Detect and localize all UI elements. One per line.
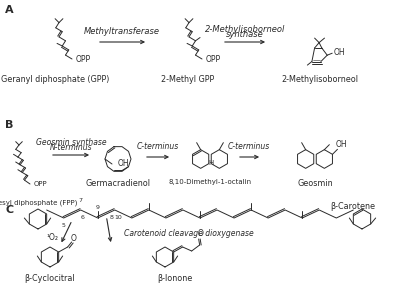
Text: B: B [5,120,13,130]
Text: Geranyl diphosphate (GPP): Geranyl diphosphate (GPP) [1,75,109,84]
Text: H: H [208,160,214,166]
Text: ¹O₂: ¹O₂ [46,232,58,241]
Text: 2-Methyl GPP: 2-Methyl GPP [161,75,215,84]
Text: 9: 9 [96,205,100,210]
Text: OH: OH [335,140,347,149]
Text: Carotenoid cleavage dioxygenase: Carotenoid cleavage dioxygenase [124,228,254,238]
Text: synthase: synthase [226,30,264,39]
Text: 7: 7 [79,198,83,203]
Text: 10: 10 [114,215,122,220]
Text: OPP: OPP [206,55,221,63]
Text: C-terminus: C-terminus [228,142,270,151]
Text: A: A [5,5,14,15]
Text: OPP: OPP [76,55,91,63]
Text: β-Cyclocitral: β-Cyclocitral [25,274,75,283]
Text: N-terminus: N-terminus [50,143,92,152]
Text: 2-Methylisoborneol: 2-Methylisoborneol [282,75,358,84]
Text: OH: OH [118,160,130,168]
Text: Methyltransferase: Methyltransferase [84,27,160,36]
Text: OPP: OPP [34,181,48,187]
Text: 8,10-Dimethyl-1-octalin: 8,10-Dimethyl-1-octalin [168,179,252,185]
Text: β-Ionone: β-Ionone [157,274,193,283]
Text: 5: 5 [62,223,66,228]
Text: O: O [71,234,76,243]
Text: 2-Methylisoborneol: 2-Methylisoborneol [205,25,285,34]
Text: OH: OH [333,48,345,57]
Text: 6: 6 [81,215,85,220]
Text: β-Carotene: β-Carotene [330,202,375,211]
Text: Geosmin synthase: Geosmin synthase [36,138,106,147]
Text: Germacradienol: Germacradienol [86,179,150,188]
Text: C: C [5,205,13,215]
Text: O: O [198,229,204,238]
Text: Geosmin: Geosmin [297,179,333,188]
Text: Farnesyl diphosphate (FPP): Farnesyl diphosphate (FPP) [0,199,77,205]
Text: C-terminus: C-terminus [137,142,179,151]
Text: 8: 8 [110,215,114,220]
